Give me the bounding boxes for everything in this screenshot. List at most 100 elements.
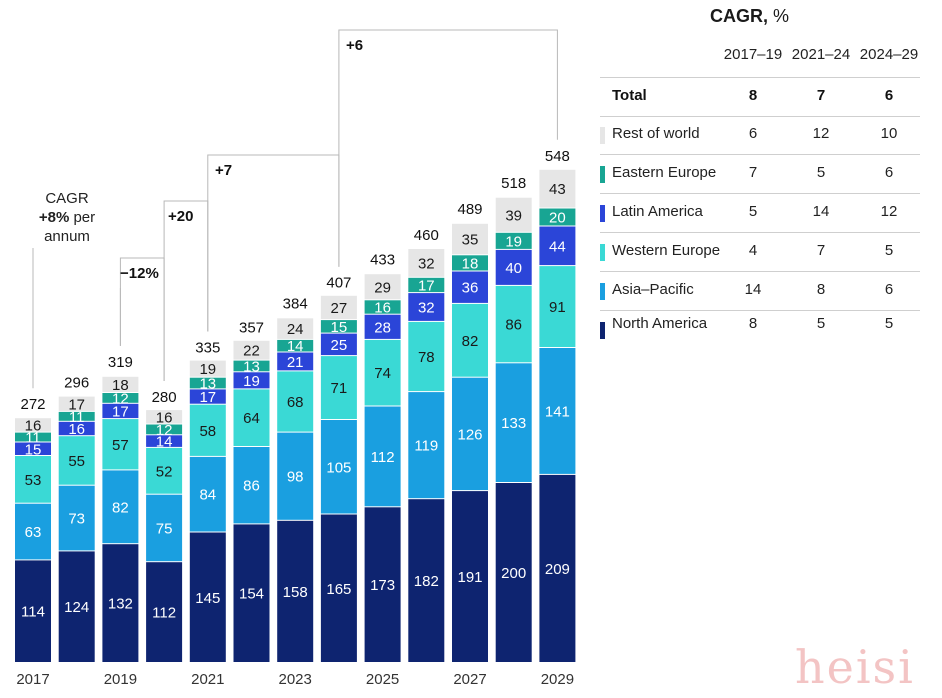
col-head-2021-24: 2021–24: [791, 46, 851, 63]
bar-segment-rest-of-world: [189, 360, 226, 377]
growth-bracket: [338, 29, 558, 267]
row-value: 5: [884, 242, 894, 259]
cagr-note-line1: CAGR: [45, 190, 89, 207]
cagr-note-per: per: [69, 209, 95, 226]
segment-value-label: 21: [287, 354, 304, 371]
cagr-note: CAGR +8% per annum: [39, 190, 95, 245]
bar-segment-western-europe: [408, 321, 445, 392]
stacked-bar-chart: 1146353151116124735516111713282571712181…: [15, 29, 576, 688]
segment-value-label: 19: [199, 361, 216, 378]
bar-segment-eastern-europe: [189, 377, 226, 389]
segment-value-label: 17: [112, 403, 129, 420]
bar-total-label: 280: [152, 389, 177, 406]
bar-segment-eastern-europe: [146, 424, 183, 435]
row-value: 6: [748, 125, 758, 142]
bar-segment-western-europe: [277, 371, 314, 432]
growth-label: +6: [346, 37, 363, 54]
segment-value-label: 64: [243, 410, 260, 427]
row-value: 6: [884, 281, 894, 298]
segment-value-label: 28: [374, 319, 391, 336]
bar-segment-eastern-europe: [233, 360, 270, 372]
segment-value-label: 73: [68, 511, 85, 528]
bar-segment-north-america: [539, 474, 576, 662]
segment-value-label: 133: [501, 415, 526, 432]
bar-segment-asia-pacific: [452, 377, 488, 491]
bar-segment-north-america: [146, 562, 183, 662]
cagr-row-rest-of-world: Rest of world 6 12 10: [600, 116, 920, 155]
segment-value-label: 14: [287, 338, 304, 355]
segment-value-label: 154: [239, 586, 264, 603]
segment-value-label: 82: [462, 333, 479, 350]
row-name: Latin America: [612, 203, 703, 220]
bar-segment-western-europe: [233, 389, 270, 446]
segment-value-label: 112: [152, 605, 176, 622]
row-name: North America: [612, 315, 708, 332]
bar-segment-rest-of-world: [408, 249, 445, 277]
bar-total-label: 489: [457, 201, 482, 218]
segment-value-label: 27: [331, 300, 348, 317]
segment-value-label: 16: [156, 409, 173, 426]
bar-segment-asia-pacific: [233, 447, 270, 524]
bar-total-label: 518: [501, 175, 526, 192]
bar-segment-rest-of-world: [15, 418, 51, 432]
row-value: 14: [744, 281, 762, 298]
segment-value-label: 112: [371, 449, 395, 466]
growth-label: +7: [215, 162, 232, 179]
segment-value-label: 158: [283, 584, 308, 601]
row-name: Asia–Pacific: [612, 281, 694, 298]
col-head-2024-29: 2024–29: [859, 46, 919, 63]
segment-value-label: 12: [112, 390, 129, 407]
segment-value-label: 141: [545, 403, 570, 420]
row-value: 7: [748, 164, 758, 181]
bar-segment-eastern-europe: [58, 411, 95, 421]
row-value: 7: [816, 242, 826, 259]
growth-labels: −12% +20 +7 +6: [120, 37, 363, 282]
segment-value-label: 35: [462, 232, 479, 249]
segment-value-label: 119: [414, 438, 438, 455]
segment-value-label: 12: [156, 422, 173, 439]
segment-value-label: 58: [199, 423, 216, 440]
bar-total-label: 296: [64, 375, 89, 392]
growth-label: −12%: [120, 265, 159, 282]
row-value: 5: [748, 203, 758, 220]
bar-segment-asia-pacific: [495, 363, 532, 482]
bar-segment-asia-pacific: [408, 392, 445, 499]
bar-segment-eastern-europe: [452, 255, 488, 271]
cagr-row-asia-pacific: Asia–Pacific 14 8 6: [600, 272, 920, 311]
bar-segment-latin-america: [452, 271, 488, 303]
bar-segment-western-europe: [320, 356, 357, 419]
bar-segment-western-europe: [146, 447, 183, 494]
segment-value-label: 20: [549, 210, 566, 227]
row-value: 4: [748, 242, 758, 259]
bar-segment-asia-pacific: [320, 420, 357, 514]
x-tick-label: 2019: [104, 671, 137, 688]
bar-segment-latin-america: [539, 226, 576, 266]
segment-value-label: 15: [25, 441, 42, 458]
x-tick-label: 2025: [366, 671, 399, 688]
bar-segment-rest-of-world: [539, 169, 576, 208]
segment-value-label: 63: [25, 524, 42, 541]
bar-segment-eastern-europe: [320, 320, 357, 333]
x-axis-labels: 2017 2019 2021 2023 2025 2027 2029: [16, 671, 574, 688]
bar-segment-latin-america: [364, 314, 401, 339]
bar-total-label: 433: [370, 251, 395, 268]
segment-value-label: 145: [195, 590, 220, 607]
segment-value-label: 18: [462, 255, 479, 272]
segment-value-label: 15: [331, 319, 348, 336]
watermark: heisi: [795, 640, 915, 694]
row-value: 10: [880, 125, 898, 142]
segment-value-label: 25: [331, 337, 348, 354]
bar-segment-eastern-europe: [277, 339, 314, 352]
bar-segment-north-america: [58, 551, 95, 662]
x-tick-label: 2021: [191, 671, 224, 688]
legend-swatch: [600, 244, 605, 261]
cagr-row-western-europe: Western Europe 4 7 5: [600, 233, 920, 272]
row-value: 5: [816, 164, 826, 181]
segment-value-label: 40: [505, 260, 522, 277]
row-value: 14: [812, 203, 830, 220]
bar-segment-latin-america: [277, 352, 314, 371]
bar-segment-asia-pacific: [539, 348, 576, 474]
bar-segment-asia-pacific: [189, 456, 226, 532]
total-labels: 272 296 319 280 335 357 384 407 433 460 489 518 548: [20, 148, 569, 413]
segment-value-label: 91: [549, 299, 566, 316]
